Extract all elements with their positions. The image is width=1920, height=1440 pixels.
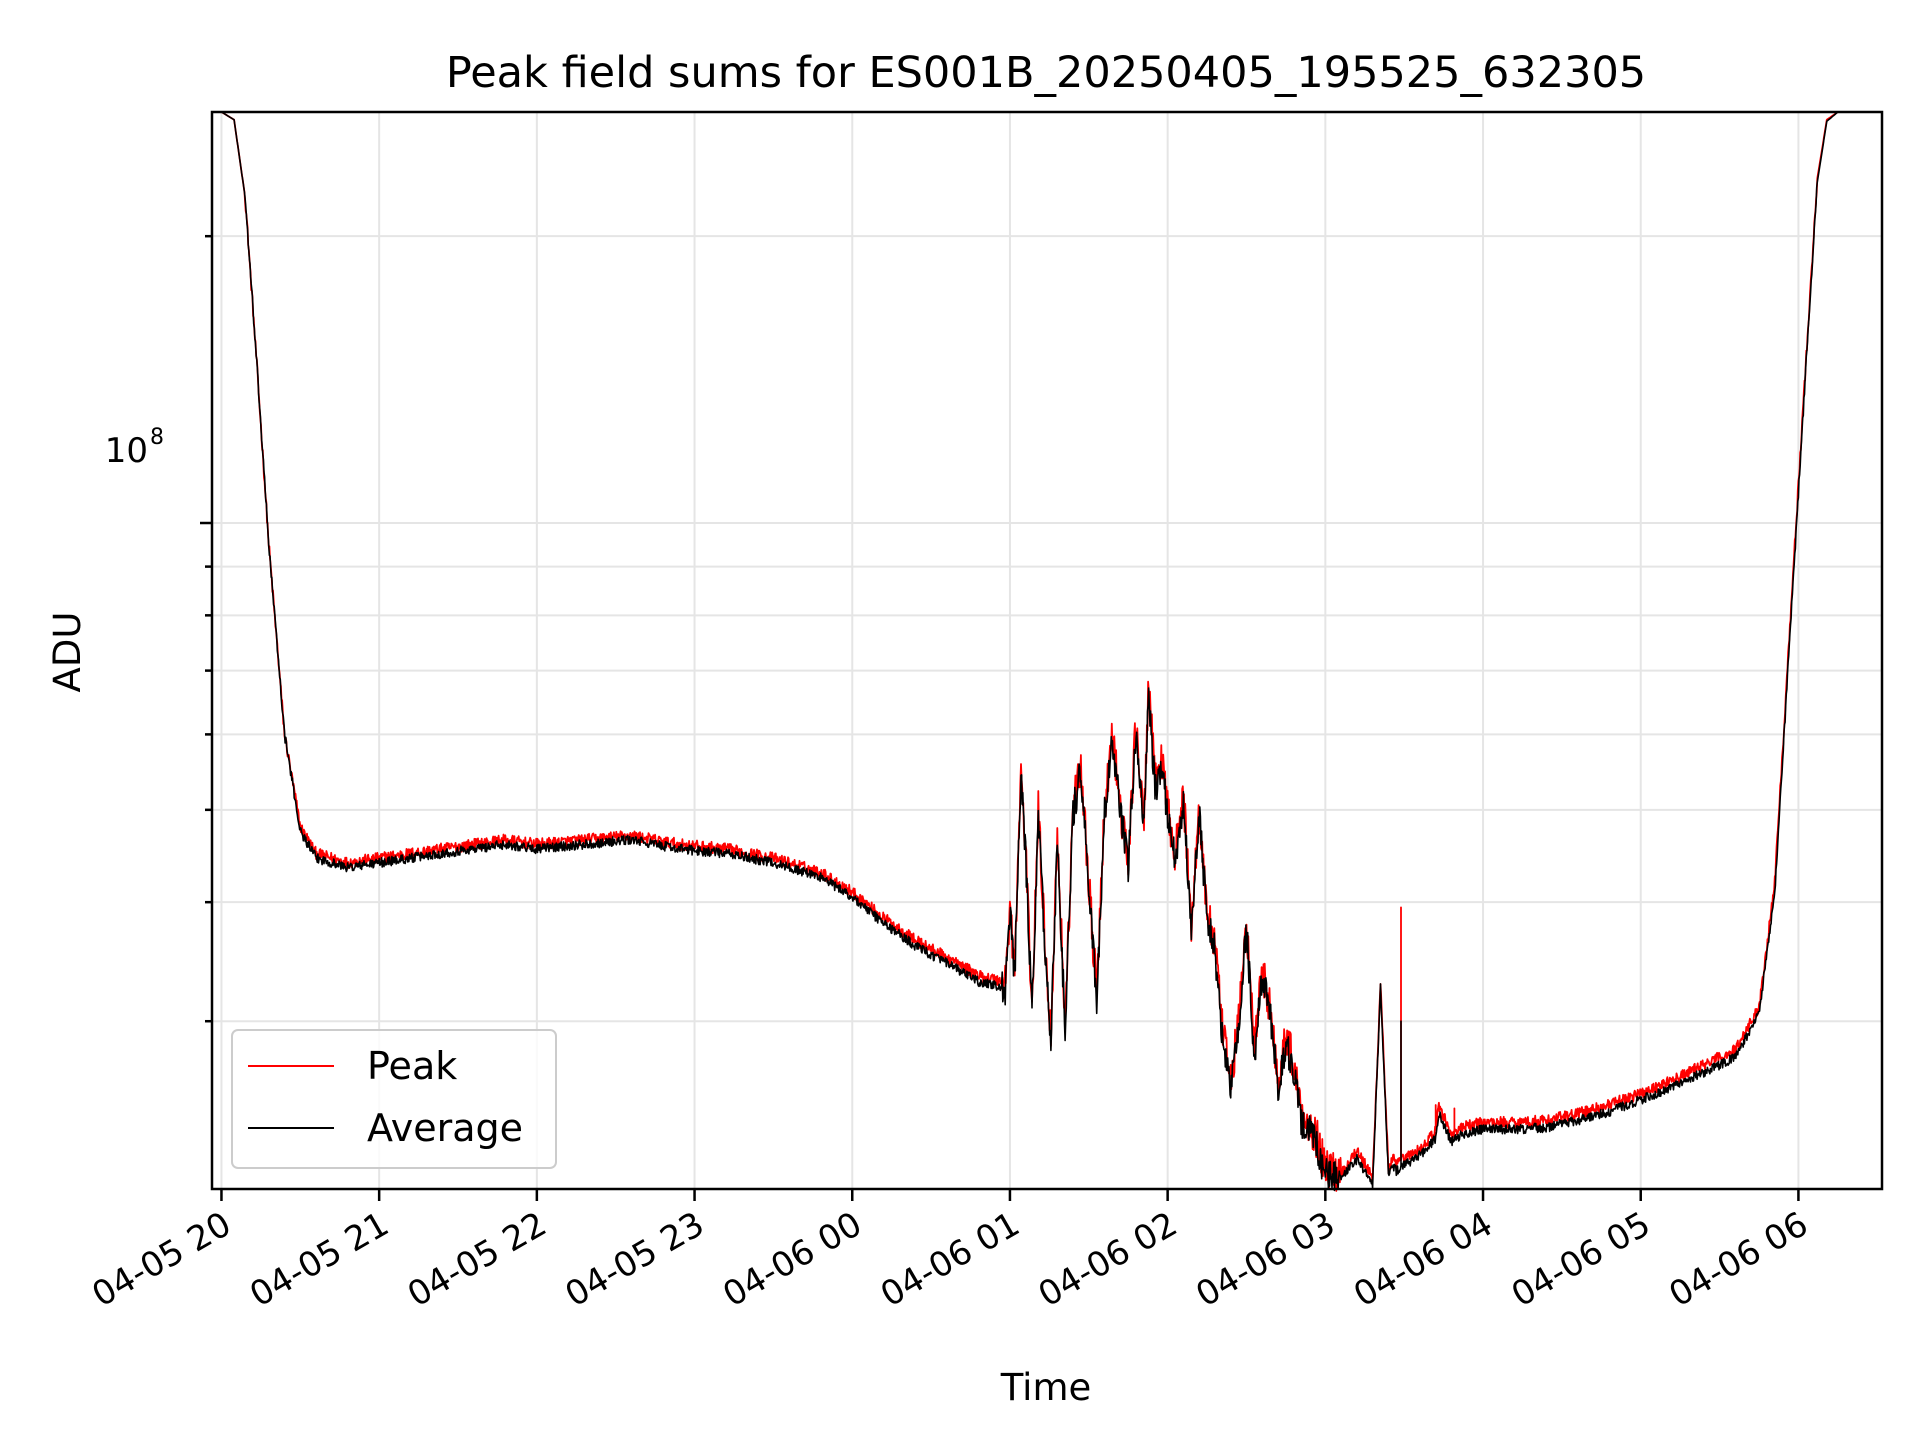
legend-box [231, 1029, 557, 1169]
grid-layer [212, 112, 1882, 1189]
chart-title: Peak field sums for ES001B_20250405_1955… [446, 48, 1646, 98]
plot-frame [210, 110, 1884, 1191]
series-line-average [221, 111, 1878, 1192]
y-axis-label: ADU [46, 612, 89, 693]
series-layer [221, 111, 1878, 1192]
legend-label-peak: Peak [367, 1044, 457, 1088]
y-tick-exponent: 8 [150, 425, 164, 450]
y-major-tick-label: 10 8 [105, 425, 164, 471]
legend-label-average: Average [367, 1106, 523, 1150]
y-tick-base: 10 [105, 431, 148, 471]
x-axis-label: Time [1000, 1366, 1092, 1409]
legend: Peak Average [231, 1029, 557, 1169]
